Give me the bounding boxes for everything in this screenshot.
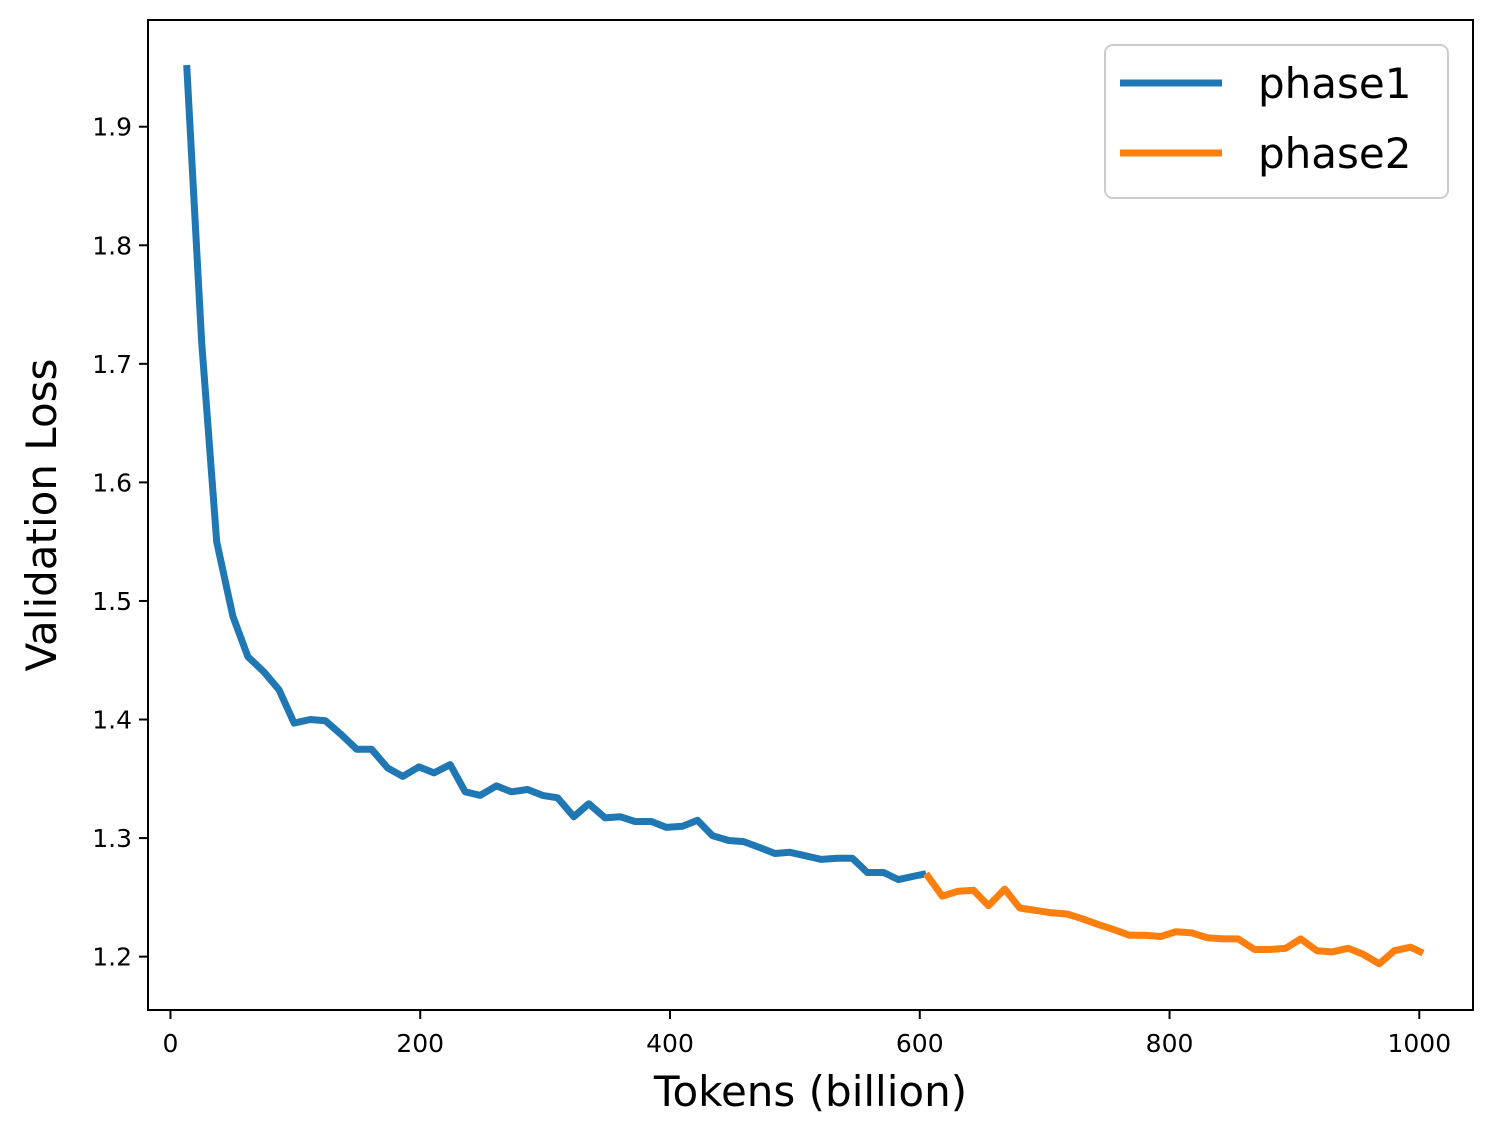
x-tick-label: 400 [646, 1029, 694, 1058]
axes-frame [147, 19, 1474, 1011]
x-axis: 0 200 400 600 800 1000 [163, 1010, 1451, 1058]
y-tick-label: 1.6 [92, 468, 132, 497]
y-tick-label: 1.8 [92, 231, 132, 260]
x-tick-label: 800 [1146, 1029, 1194, 1058]
y-tick-label: 1.9 [92, 113, 132, 142]
x-tick-label: 200 [396, 1029, 444, 1058]
x-tick-label: 0 [163, 1029, 179, 1058]
x-tick-label: 1000 [1387, 1029, 1451, 1058]
series-line-phase2 [923, 871, 1425, 968]
plot-lines [183, 64, 1425, 968]
legend: phase1 phase2 [1104, 44, 1449, 199]
x-tick-label: 600 [896, 1029, 944, 1058]
series-line-phase1 [183, 64, 927, 884]
y-tick-label: 1.5 [92, 587, 132, 616]
y-tick-label: 1.3 [92, 824, 132, 853]
y-axis-title: Validation Loss [17, 359, 66, 672]
legend-label-phase1: phase1 [1258, 59, 1411, 108]
y-tick-label: 1.2 [92, 943, 132, 972]
y-axis: 1.2 1.3 1.4 1.5 1.6 1.7 1.8 1.9 [92, 113, 148, 972]
y-tick-label: 1.7 [92, 350, 132, 379]
legend-label-phase2: phase2 [1258, 129, 1411, 178]
y-tick-label: 1.4 [92, 706, 132, 735]
x-axis-title: Tokens (billion) [653, 1067, 967, 1116]
